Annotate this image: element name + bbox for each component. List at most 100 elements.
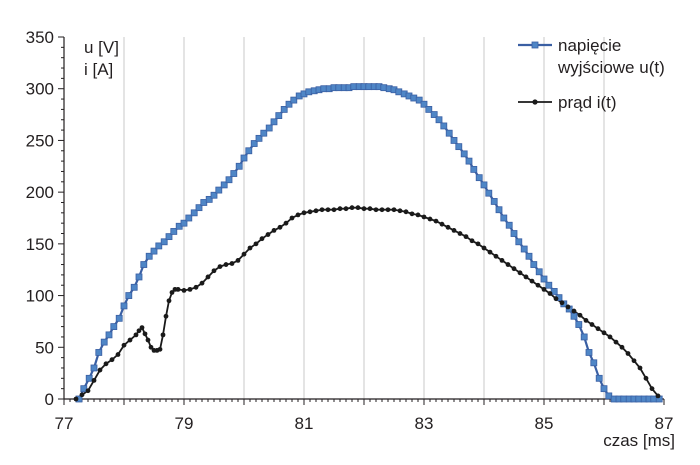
current-point	[229, 261, 235, 266]
current-point	[169, 290, 175, 295]
voltage-point	[160, 238, 168, 246]
voltage-point	[150, 247, 158, 255]
y-axis-label-line: u [V]	[84, 38, 119, 57]
y-tick-label: 350	[26, 28, 54, 47]
current-point	[511, 266, 517, 272]
current-point	[493, 253, 499, 259]
current-point	[523, 274, 529, 280]
voltage-point	[130, 283, 138, 291]
voltage-point	[235, 162, 243, 170]
current-point	[331, 207, 337, 213]
legend-voltage-label: wyjściowe u(t)	[557, 58, 665, 77]
current-point	[175, 286, 181, 292]
current-point	[199, 280, 205, 286]
current-point	[253, 241, 259, 247]
current-point	[577, 312, 583, 318]
voltage-point	[510, 230, 518, 237]
current-point	[295, 212, 301, 218]
voltage-point	[435, 116, 443, 124]
voltage-point	[85, 374, 93, 382]
current-point	[325, 207, 331, 213]
voltage-point	[260, 129, 268, 137]
voltage-point	[90, 364, 98, 372]
voltage-point	[135, 273, 143, 281]
current-point	[160, 332, 166, 338]
voltage-point	[515, 238, 523, 246]
voltage-point	[240, 154, 248, 162]
current-point	[535, 282, 541, 288]
current-point	[571, 308, 577, 314]
current-series-line	[75, 206, 659, 400]
voltage-point	[185, 214, 193, 222]
voltage-point	[575, 321, 583, 328]
current-point	[613, 339, 619, 345]
current-point	[133, 332, 139, 338]
current-point	[343, 206, 349, 212]
voltage-point	[485, 189, 493, 197]
voltage-point	[480, 181, 488, 189]
voltage-point	[180, 219, 188, 227]
current-point	[409, 211, 415, 217]
voltage-point	[225, 176, 233, 184]
y-tick-label: 100	[26, 287, 54, 306]
current-point	[547, 291, 553, 296]
current-point	[121, 342, 127, 348]
current-point	[163, 313, 169, 319]
x-tick-label: 81	[295, 414, 314, 433]
current-point	[403, 209, 409, 215]
current-point	[235, 258, 241, 263]
current-point	[373, 207, 379, 213]
voltage-point	[165, 233, 173, 241]
current-point	[469, 238, 475, 244]
current-point	[142, 331, 148, 337]
voltage-point	[445, 129, 453, 137]
voltage-point	[455, 143, 463, 151]
voltage-point	[530, 261, 538, 268]
y-tick-label: 250	[26, 131, 54, 150]
current-point	[517, 270, 523, 276]
voltage-point	[120, 302, 128, 310]
voltage-point	[250, 140, 258, 147]
voltage-point	[210, 191, 218, 199]
current-point	[379, 207, 385, 213]
current-point	[643, 375, 649, 381]
current-point	[397, 208, 403, 214]
current-point	[277, 224, 283, 230]
current-point	[595, 326, 601, 332]
current-point	[625, 351, 631, 356]
y-axis-label: u [V] i [A]	[84, 38, 119, 79]
current-point	[73, 396, 79, 402]
voltage-point	[420, 100, 428, 108]
current-point	[487, 249, 493, 255]
voltage-point	[600, 385, 608, 393]
voltage-point	[425, 106, 433, 113]
voltage-point	[590, 359, 598, 367]
voltage-point	[475, 174, 483, 182]
voltage-point	[520, 245, 528, 253]
current-point	[115, 352, 121, 357]
current-point	[247, 245, 253, 251]
current-point	[607, 334, 613, 340]
voltage-point	[205, 195, 213, 203]
voltage-point	[230, 170, 238, 177]
current-point	[103, 361, 109, 367]
current-point	[361, 206, 367, 212]
x-tick-label: 77	[55, 414, 74, 433]
current-point	[241, 251, 247, 257]
voltage-point	[470, 165, 478, 173]
current-point	[499, 258, 505, 263]
current-point	[355, 205, 361, 211]
current-point	[565, 304, 571, 310]
voltage-point	[440, 122, 448, 130]
current-point	[433, 218, 439, 224]
current-point	[139, 325, 145, 331]
legend-voltage-label: napięcie	[558, 36, 621, 55]
voltage-point	[140, 261, 148, 268]
x-axis-label: czas [ms]	[603, 431, 675, 450]
current-point	[136, 328, 142, 334]
voltage-point	[430, 111, 438, 118]
current-point	[337, 206, 343, 212]
series-layer	[73, 83, 663, 403]
voltage-point	[155, 242, 163, 250]
